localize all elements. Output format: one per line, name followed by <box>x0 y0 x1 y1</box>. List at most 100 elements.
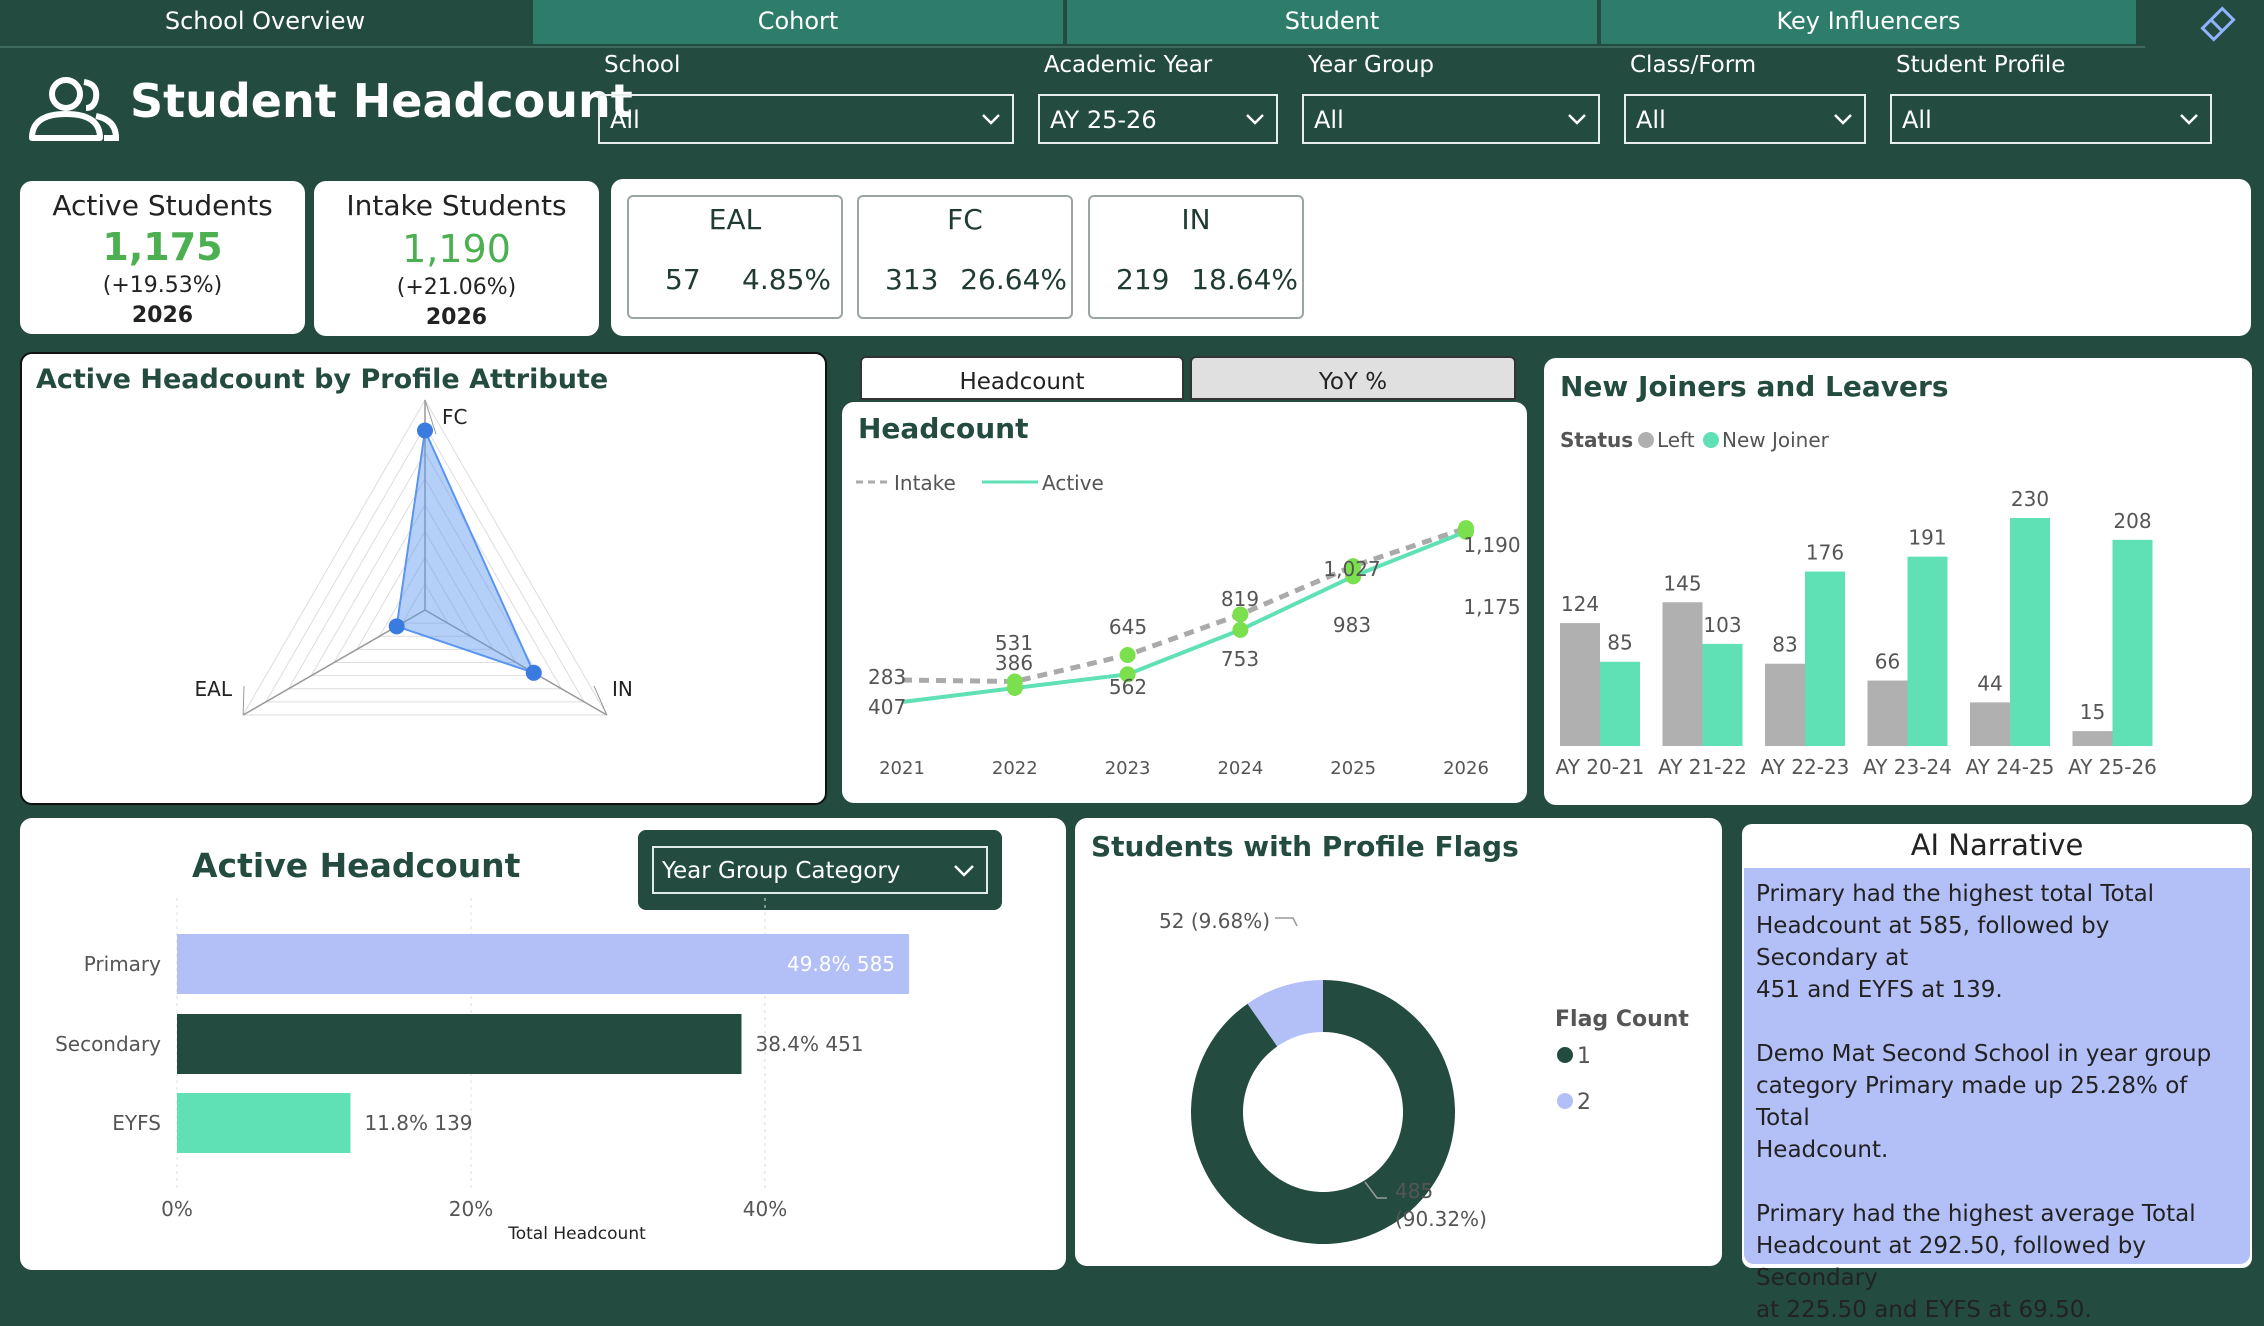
narrative-line: Headcount at 585, followed by Secondary … <box>1756 913 2110 971</box>
radar-label-leader <box>593 685 608 716</box>
left-bar[interactable] <box>1662 602 1703 746</box>
left-bar[interactable] <box>1560 623 1600 746</box>
filter-label-year-group: Year Group <box>1308 52 1435 78</box>
joiner-bar[interactable] <box>1907 556 1948 746</box>
school-select[interactable]: All <box>598 94 1014 144</box>
intake-data-label: 819 <box>1221 587 1259 611</box>
narrative-line: Demo Mat Second School in year group <box>1756 1041 2212 1067</box>
profile-cards-panel: EAL 57 4.85% FC 313 26.64% IN 219 18.64% <box>611 179 2251 336</box>
slice-1-label-value: 485 <box>1395 1179 1433 1203</box>
year-group-select[interactable]: All <box>1302 94 1600 144</box>
slice-label-leader <box>1364 1181 1387 1199</box>
in-card-count: 219 <box>1116 263 1170 296</box>
radar-title: Active Headcount by Profile Attribute <box>36 364 609 395</box>
x-tick-label: 2025 <box>1330 758 1376 779</box>
intake-students-card: Intake Students 1,190 (+21.06%) 2026 <box>314 181 599 336</box>
flags-donut-chart: 52 (9.68%) 485 (90.32%) Flag Count 1 2 <box>1159 909 1689 1244</box>
active-point[interactable] <box>1458 523 1474 540</box>
radar-point-eal[interactable] <box>388 618 405 635</box>
legend-flag-1-label: 1 <box>1577 1044 1591 1069</box>
tab-school-overview[interactable]: School Overview <box>0 0 530 44</box>
class-form-select[interactable]: All <box>1624 94 1866 144</box>
fc-card-count: 313 <box>885 263 939 296</box>
joiner-bar[interactable] <box>1805 571 1845 746</box>
eraser-icon[interactable] <box>2196 2 2240 46</box>
bar-primary[interactable] <box>177 934 910 994</box>
legend-joiner-swatch <box>1703 432 1719 448</box>
chevron-down-icon <box>1568 114 1586 125</box>
donut-slice-2[interactable] <box>1247 980 1323 1047</box>
radar-point-in[interactable] <box>525 664 542 681</box>
intake-point[interactable] <box>1232 606 1249 623</box>
active-point[interactable] <box>1345 568 1362 585</box>
donut-slice-1[interactable] <box>1191 980 1455 1244</box>
narrative-line <box>1756 1166 2238 1198</box>
joiners-title: New Joiners and Leavers <box>1560 370 1949 403</box>
intake-data-label: 1,190 <box>1463 533 1520 557</box>
left-bar[interactable] <box>2072 731 2113 746</box>
headcount-card: Headcount Intake Active 2021 2022 2023 2024 20… <box>842 402 1527 803</box>
joiner-bar[interactable] <box>2010 518 2050 746</box>
active-point[interactable] <box>1232 621 1249 638</box>
eal-card-count: 57 <box>665 263 701 296</box>
header-divider <box>0 46 2145 48</box>
intake-students-change: (+21.06%) <box>396 275 517 300</box>
category-tick-label: AY 22-23 <box>1761 755 1850 779</box>
left-bar-label: 44 <box>1977 671 2002 695</box>
flags-title: Students with Profile Flags <box>1091 830 1519 863</box>
active-students-value: 1,175 <box>102 225 223 269</box>
bar-eyfs[interactable] <box>177 1093 351 1153</box>
chevron-down-icon <box>982 114 1000 125</box>
narrative-line: at 225.50 and EYFS at 69.50. <box>1756 1297 2092 1323</box>
academic-year-select[interactable]: AY 25-26 <box>1038 94 1278 144</box>
radar-grid-ring <box>355 530 495 650</box>
joiners-card: New Joiners and Leavers Status Left New Jo… <box>1544 358 2252 805</box>
bar-data-label: 38.4% 451 <box>755 1032 863 1056</box>
left-bar[interactable] <box>1970 702 2010 746</box>
in-card: IN 219 18.64% <box>1088 195 1304 319</box>
radar-point-fc[interactable] <box>417 422 433 439</box>
radar-area <box>395 426 536 675</box>
intake-point[interactable] <box>1119 646 1136 663</box>
active-data-label: 983 <box>1333 613 1371 637</box>
joiner-bar[interactable] <box>1702 643 1743 746</box>
year-group-category-value: Year Group Category <box>662 858 901 884</box>
tab-cohort[interactable]: Cohort <box>533 0 1063 44</box>
active-point[interactable] <box>1006 680 1023 696</box>
intake-data-label: 283 <box>868 665 906 689</box>
narrative-line: Primary had the highest average Total <box>1756 1201 2196 1227</box>
x-tick-label: 2022 <box>992 758 1038 779</box>
active-data-label: 386 <box>995 651 1033 675</box>
eal-card: EAL 57 4.85% <box>627 195 843 319</box>
year-group-category-select[interactable]: Year Group Category <box>638 830 1002 910</box>
left-bar[interactable] <box>1867 680 1908 746</box>
headcount-title: Headcount <box>858 412 1029 445</box>
legend-flag-1-swatch <box>1557 1047 1573 1063</box>
category-tick-label: AY 21-22 <box>1658 755 1747 779</box>
radar-axis-label-fc: FC <box>442 405 467 429</box>
joiner-bar[interactable] <box>2112 539 2153 746</box>
student-profile-select[interactable]: All <box>1890 94 2212 144</box>
joiner-bar-label: 191 <box>1908 526 1946 550</box>
eal-card-pct: 4.85% <box>742 263 831 296</box>
bar-secondary[interactable] <box>177 1014 742 1074</box>
joiner-bar[interactable] <box>1600 661 1640 746</box>
active-point[interactable] <box>1119 666 1136 683</box>
radar-grid-ring <box>287 451 563 690</box>
yoy-toggle-tab[interactable]: YoY % <box>1190 356 1516 400</box>
radar-axis-line <box>424 609 608 716</box>
left-bar[interactable] <box>1765 663 1805 746</box>
tab-student[interactable]: Student <box>1067 0 1597 44</box>
legend-intake-label: Intake <box>894 471 956 495</box>
active-data-label: 562 <box>1109 675 1147 699</box>
slice-1-label-pct: (90.32%) <box>1395 1207 1487 1231</box>
headcount-toggle-tab[interactable]: Headcount <box>860 356 1184 400</box>
x-tick-label: 0% <box>161 1197 193 1221</box>
radar-grid-ring <box>310 477 540 677</box>
fc-card-pct: 26.64% <box>960 263 1067 296</box>
tab-key-influencers[interactable]: Key Influencers <box>1601 0 2136 44</box>
radar-grid-ring <box>401 582 449 624</box>
fc-card-title: FC <box>947 203 983 236</box>
narrative-line: category Primary made up 25.28% of Total <box>1756 1073 2188 1131</box>
category-tick-label: AY 25-26 <box>2068 755 2157 779</box>
